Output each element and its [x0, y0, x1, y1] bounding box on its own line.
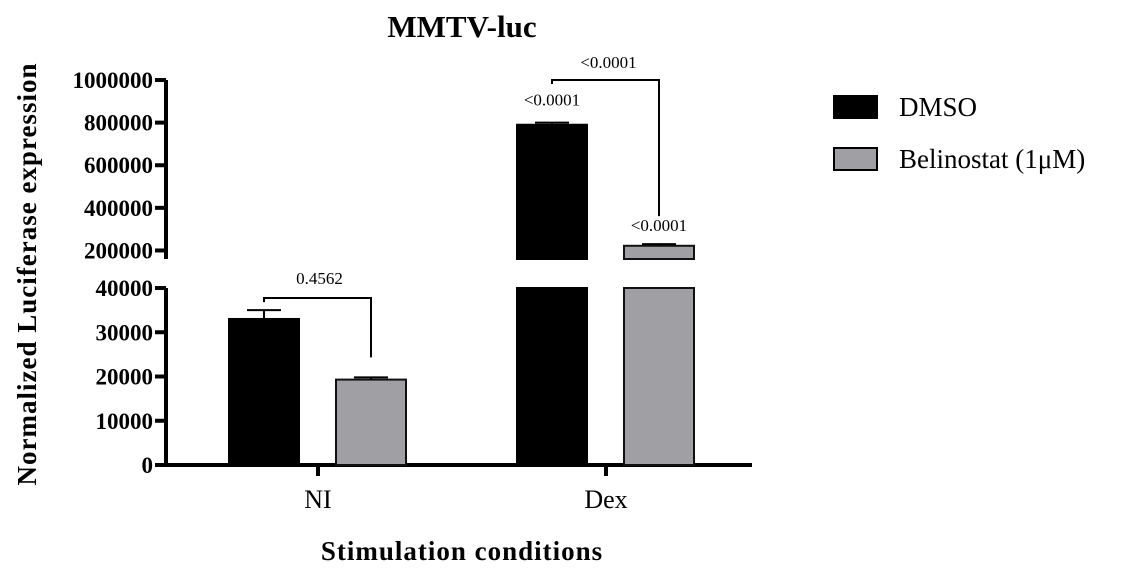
significance-bracket-dex	[551, 79, 660, 217]
legend-label: Belinostat (1μM)	[899, 144, 1085, 174]
p-value-label: 0.4562	[296, 269, 343, 288]
y-tick-label: 30000	[96, 320, 154, 345]
p-value-label: <0.0001	[580, 53, 636, 72]
x-tick-label: NI	[304, 485, 331, 514]
plot-area: 0 10000 20000 30000 40000 200000 400000 600000 8…	[73, 53, 752, 514]
bar	[623, 244, 695, 261]
y-tick-label: 1000000	[73, 68, 154, 93]
bar	[335, 378, 407, 466]
p-value-label: <0.0001	[631, 216, 687, 235]
legend: DMSO Belinostat (1μM)	[833, 92, 1085, 174]
y-axis-title: Normalized Luciferase expression	[12, 63, 42, 486]
chart-title: MMTV-luc	[387, 9, 536, 44]
y-tick-label: 400000	[84, 196, 153, 221]
significance-bracket-ni	[263, 297, 372, 358]
legend-swatch	[833, 147, 878, 171]
bar-lower-part	[623, 287, 695, 466]
y-tick-label: 200000	[84, 238, 153, 263]
bar-lower-part	[516, 287, 588, 466]
legend-label: DMSO	[899, 92, 977, 122]
legend-swatch	[833, 95, 878, 119]
bar	[228, 317, 300, 466]
y-tick-label: 20000	[96, 365, 154, 390]
y-tick-label: 600000	[84, 153, 153, 178]
y-tick-label: 10000	[96, 409, 154, 434]
y-tick-label: 0	[142, 453, 154, 478]
x-axis-title: Stimulation conditions	[321, 536, 603, 566]
bar	[516, 123, 588, 260]
x-tick-label: Dex	[584, 485, 627, 514]
y-tick-label: 800000	[84, 111, 153, 136]
y-tick-label: 40000	[96, 276, 154, 301]
p-value-label: <0.0001	[524, 91, 580, 110]
